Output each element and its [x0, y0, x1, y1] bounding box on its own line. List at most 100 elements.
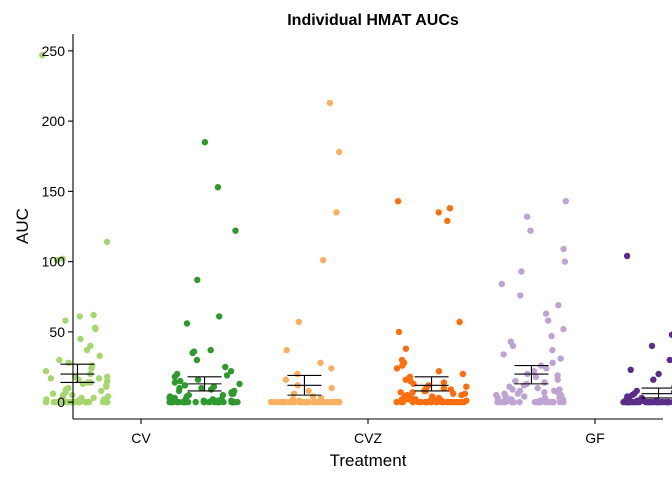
x-tick-label: CV — [131, 430, 151, 446]
data-point — [509, 398, 517, 406]
data-point — [397, 389, 404, 396]
data-point — [560, 245, 567, 253]
data-point — [518, 268, 525, 275]
data-point — [437, 398, 445, 406]
data-point — [304, 398, 311, 406]
y-tick-label: 200 — [42, 113, 66, 129]
data-point — [395, 328, 403, 336]
data-point — [62, 398, 69, 406]
data-point — [326, 99, 334, 107]
data-point — [648, 342, 656, 350]
y-tick-label: 250 — [42, 43, 66, 59]
data-point — [440, 384, 447, 392]
data-point — [333, 209, 340, 216]
data-point — [222, 363, 229, 371]
data-point — [440, 379, 448, 386]
data-point — [291, 398, 298, 406]
data-point — [183, 320, 191, 327]
data-point — [205, 398, 213, 406]
x-tick-label: GF — [585, 430, 604, 446]
data-point — [452, 398, 460, 406]
data-point — [393, 365, 401, 372]
data-point — [458, 391, 465, 399]
points-layer — [39, 51, 672, 406]
data-point — [232, 227, 239, 234]
data-point — [537, 398, 544, 406]
data-point — [50, 398, 58, 406]
data-point — [305, 387, 312, 395]
data-point — [42, 398, 50, 406]
data-point — [56, 356, 63, 364]
data-point — [435, 209, 442, 216]
data-point — [168, 398, 176, 406]
x-axis-ticks: CV CVZ GF — [131, 419, 605, 446]
data-point — [194, 376, 202, 383]
data-point — [530, 368, 538, 375]
data-point — [227, 368, 235, 375]
data-point — [655, 370, 662, 378]
chart-title: Individual HMAT AUCs — [287, 12, 459, 29]
data-point — [549, 346, 556, 354]
data-point — [500, 351, 507, 358]
data-point — [96, 352, 103, 359]
data-point — [90, 394, 97, 402]
data-point — [192, 398, 199, 406]
data-point — [556, 398, 564, 406]
data-point — [444, 398, 451, 406]
data-point — [90, 311, 97, 319]
data-point — [214, 398, 221, 406]
data-point — [523, 213, 531, 220]
data-point — [394, 198, 402, 205]
data-point — [648, 398, 655, 406]
data-point — [207, 346, 214, 354]
data-point — [409, 398, 417, 406]
data-point — [509, 386, 516, 393]
data-point — [527, 227, 534, 234]
data-point — [98, 387, 105, 395]
data-point — [171, 379, 179, 386]
data-point — [514, 390, 522, 397]
data-point — [655, 398, 662, 406]
data-point — [650, 376, 657, 383]
data-point — [328, 365, 335, 372]
data-point — [171, 373, 178, 380]
data-point — [83, 398, 91, 406]
data-point — [39, 51, 46, 59]
data-point — [627, 366, 634, 373]
data-point — [532, 373, 540, 380]
data-point — [521, 393, 528, 400]
data-point — [92, 325, 99, 333]
data-point — [463, 383, 470, 390]
data-point — [194, 276, 201, 284]
data-point — [282, 376, 289, 383]
y-tick-label: 100 — [42, 254, 66, 270]
data-point — [623, 252, 631, 260]
data-point — [399, 362, 406, 369]
data-point — [77, 335, 84, 343]
data-point — [42, 368, 50, 375]
data-point — [517, 292, 524, 299]
data-point — [175, 398, 182, 406]
data-point — [410, 380, 417, 388]
data-point — [328, 384, 335, 392]
data-point — [324, 398, 331, 406]
data-point — [668, 331, 672, 338]
data-point — [181, 382, 189, 389]
y-tick-label: 50 — [49, 324, 65, 340]
data-point — [317, 359, 324, 366]
data-point — [634, 398, 641, 406]
data-point — [666, 356, 672, 364]
data-point — [294, 370, 301, 378]
data-point — [214, 184, 222, 191]
data-point — [228, 398, 235, 406]
data-point — [236, 380, 243, 388]
data-point — [460, 398, 468, 406]
data-point — [75, 398, 82, 406]
data-point — [282, 398, 289, 406]
data-point — [198, 384, 205, 392]
data-point — [76, 313, 83, 320]
x-axis-label: Treatment — [330, 451, 407, 470]
data-point — [498, 280, 505, 288]
data-point — [175, 387, 183, 395]
data-point — [393, 398, 400, 406]
